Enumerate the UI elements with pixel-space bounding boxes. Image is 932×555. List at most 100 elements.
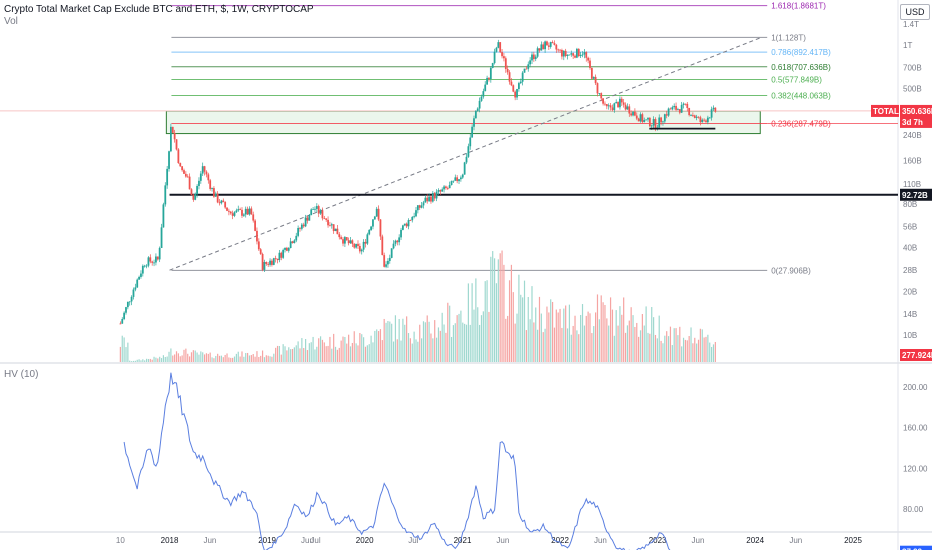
candle-body [446, 188, 449, 189]
candle-body [198, 180, 200, 186]
candle-body [480, 96, 483, 101]
candle-body [473, 118, 475, 127]
candle-body [291, 241, 294, 244]
volume-bar [694, 337, 696, 362]
candle-body [400, 229, 402, 238]
candle-body [544, 41, 546, 50]
price-axis-tick: 56B [903, 223, 917, 232]
volume-bar [359, 332, 361, 362]
candle-body [433, 193, 436, 199]
time-axis-tick: 2021 [454, 536, 472, 545]
volume-bar [568, 304, 571, 362]
fib-level-label: 0.5(577.849B) [771, 76, 822, 85]
volume-bar [340, 340, 342, 362]
volume-bar [276, 345, 279, 362]
volume-bar [529, 319, 531, 362]
ticker-tag: TOTAL3 [873, 107, 904, 116]
volume-bar [159, 356, 161, 362]
candle-body [377, 208, 380, 220]
volume-bar [585, 315, 587, 362]
candle-body [271, 260, 273, 265]
candle-body [155, 256, 157, 263]
candle-body [398, 237, 401, 243]
volume-bar [617, 325, 619, 362]
candle-body [401, 225, 404, 230]
volume-bar [593, 326, 595, 362]
fib-level-label: 1(1.128T) [771, 33, 806, 42]
candle-body [175, 139, 178, 150]
volume-bar [546, 306, 548, 362]
volume-bar [619, 306, 621, 362]
candle-body [583, 52, 586, 55]
volume-bar [237, 351, 239, 362]
volume-bar [265, 355, 267, 362]
volume-bar [705, 336, 707, 362]
candle-body [527, 64, 530, 69]
candle-body [650, 125, 653, 127]
candle-body [381, 236, 384, 256]
volume-bar [531, 286, 533, 362]
volume-bar [677, 335, 679, 362]
candle-body [196, 185, 198, 195]
volume-bar [209, 352, 211, 362]
volume-bar [641, 313, 643, 362]
volume-bar [233, 356, 236, 362]
volume-bar [550, 299, 552, 362]
volume-bar [499, 253, 501, 362]
candle-body [598, 93, 601, 94]
volume-bar [591, 333, 593, 362]
candle-body [645, 119, 648, 121]
candle-body [461, 174, 464, 178]
candle-body [714, 107, 717, 112]
volume-bar [514, 323, 516, 362]
volume-bar [624, 332, 627, 362]
volume-bar [267, 355, 269, 362]
candle-body [536, 48, 539, 57]
volume-bar [518, 274, 520, 362]
volume-bar [679, 326, 681, 362]
volume-bar [462, 322, 464, 362]
volume-bar [181, 355, 183, 362]
price-axis-tick: 10B [903, 331, 917, 340]
candle-body [136, 279, 139, 288]
volume-bar [202, 352, 204, 362]
volume-bar [525, 330, 527, 362]
candle-body [128, 301, 131, 303]
volume-bar [422, 321, 425, 362]
candle-body [516, 89, 518, 98]
time-axis-tick: 2025 [844, 536, 862, 545]
time-axis-tick: 2019 [258, 536, 276, 545]
currency-button[interactable]: USD [900, 4, 930, 20]
volume-bar [346, 343, 348, 362]
volume-bar [561, 327, 563, 362]
support-zone-box [165, 110, 761, 135]
volume-bar [404, 324, 406, 362]
candle-body [396, 240, 399, 243]
candle-body [145, 265, 148, 267]
candle-body [168, 151, 170, 169]
volume-bar [189, 356, 191, 362]
candle-body [570, 53, 573, 55]
volume-bar [667, 336, 670, 362]
volume-bar [486, 280, 488, 362]
volume-bar [174, 354, 176, 362]
volume-bar [656, 338, 658, 362]
time-axis-tick: Jul [408, 536, 418, 545]
volume-bar [538, 296, 541, 362]
volume-bar [707, 334, 709, 362]
volume-bar [566, 328, 569, 362]
fib-level-label: 0.786(892.417B) [771, 48, 831, 57]
candle-body [158, 247, 161, 260]
candle-body [237, 209, 240, 211]
candle-body [652, 119, 655, 126]
volume-bar [377, 331, 380, 362]
candle-body [231, 213, 234, 216]
volume-bar [162, 355, 165, 362]
volume-bar [183, 349, 185, 362]
volume-bar [469, 324, 471, 362]
volume-bar [224, 354, 226, 362]
volume-bar [626, 325, 629, 362]
candle-body [370, 226, 372, 230]
volume-bar [239, 356, 241, 362]
